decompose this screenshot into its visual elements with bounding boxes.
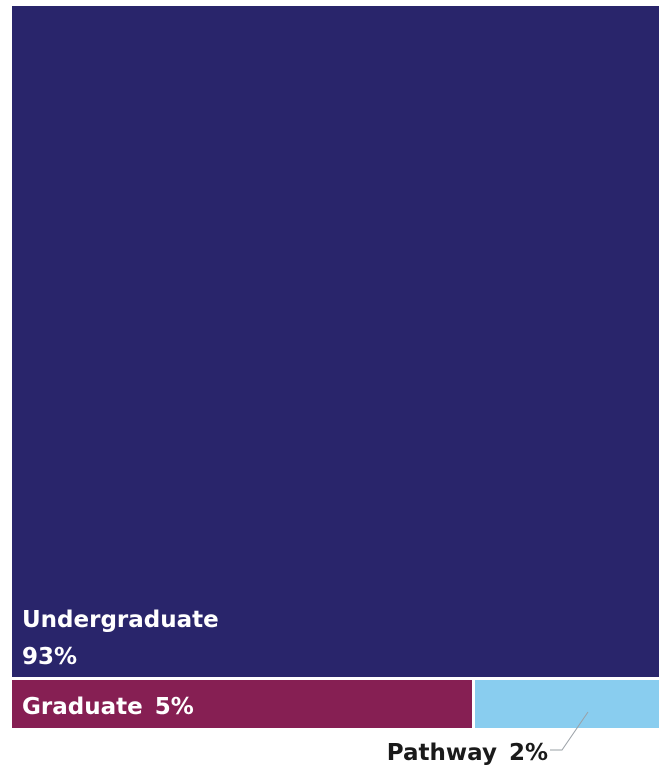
segment-graduate [12,680,472,728]
label-pathway-value: 2% [509,740,548,766]
label-graduate-name: Graduate [22,694,143,720]
pathway-leader-line [550,711,589,751]
label-pathway: Pathway 2% [387,740,548,766]
segment-undergraduate [12,6,659,677]
label-graduate: Graduate 5% [22,694,194,720]
label-pathway-name: Pathway [387,740,497,766]
segment-pathway [475,680,659,728]
label-graduate-value: 5% [155,694,194,720]
label-undergraduate-name: Undergraduate [22,607,219,633]
label-undergraduate-value: 93% [22,644,77,670]
